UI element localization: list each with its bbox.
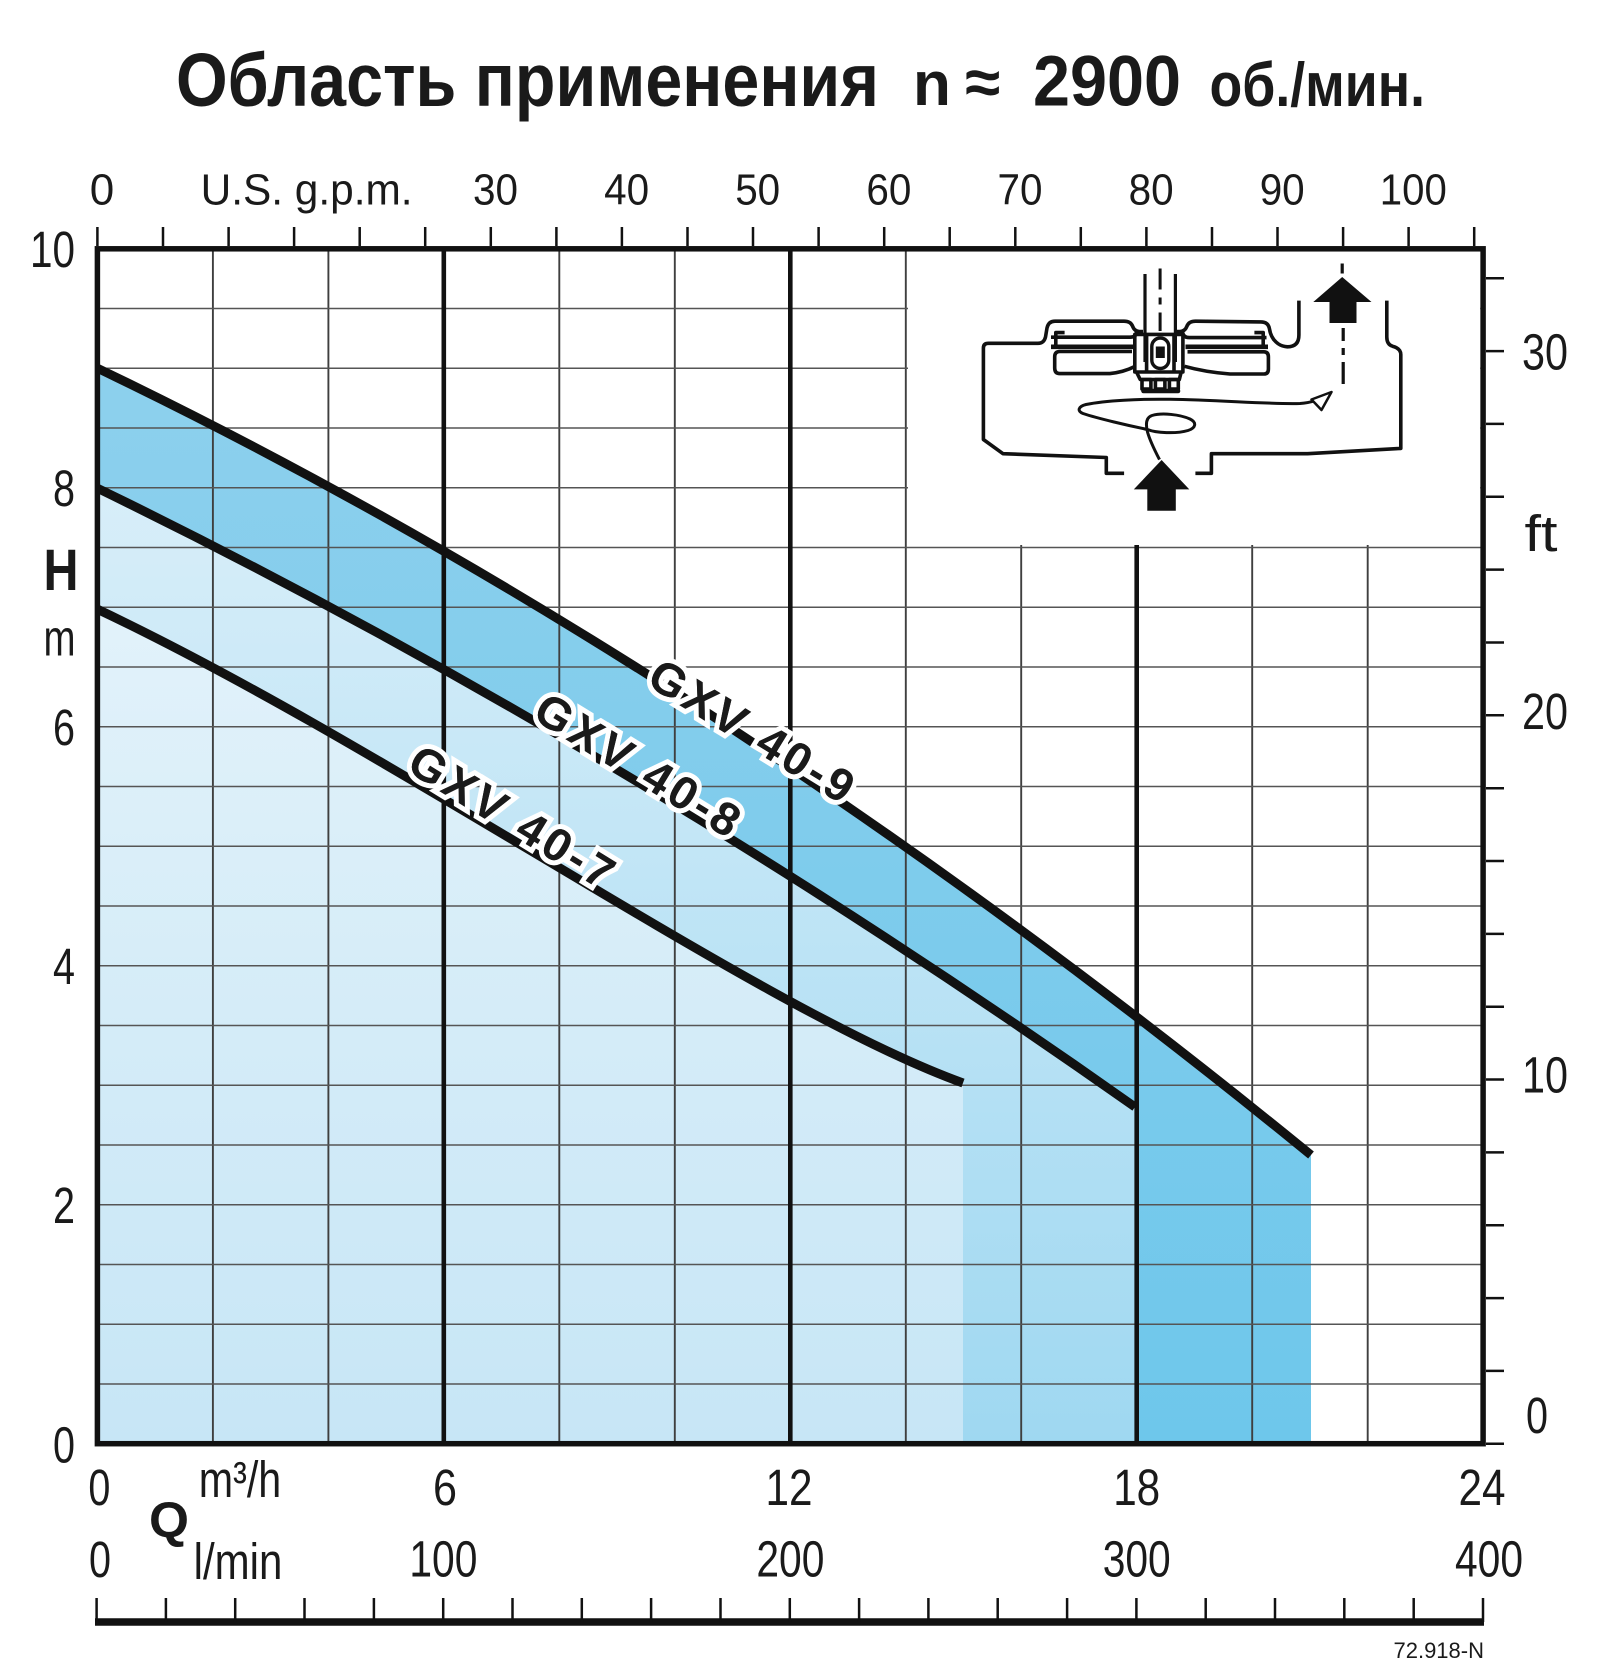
svg-text:m: m <box>44 610 76 667</box>
svg-text:100: 100 <box>409 1531 477 1588</box>
svg-text:60: 60 <box>866 166 911 215</box>
svg-text:100: 100 <box>1380 166 1447 215</box>
svg-text:6: 6 <box>53 699 75 756</box>
svg-text:72.918-N: 72.918-N <box>1393 1638 1484 1663</box>
svg-text:90: 90 <box>1260 166 1305 215</box>
svg-text:10: 10 <box>1522 1047 1568 1104</box>
svg-text:24: 24 <box>1459 1459 1506 1516</box>
svg-text:200: 200 <box>756 1531 824 1588</box>
svg-text:70: 70 <box>998 166 1043 215</box>
svg-text:400: 400 <box>1455 1531 1523 1588</box>
svg-text:m³/h: m³/h <box>199 1451 282 1508</box>
svg-text:2900: 2900 <box>1033 43 1181 122</box>
svg-text:U.S. g.p.m.: U.S. g.p.m. <box>201 166 413 215</box>
svg-text:2: 2 <box>53 1177 75 1234</box>
svg-text:ft: ft <box>1525 505 1558 562</box>
svg-text:об./мин.: об./мин. <box>1210 51 1426 120</box>
svg-text:18: 18 <box>1113 1459 1160 1516</box>
svg-text:8: 8 <box>53 460 75 517</box>
svg-text:≈: ≈ <box>965 46 1000 118</box>
svg-text:6: 6 <box>433 1459 457 1516</box>
svg-text:0: 0 <box>1526 1387 1548 1444</box>
svg-text:n: n <box>913 50 951 119</box>
svg-text:10: 10 <box>30 221 75 278</box>
svg-text:12: 12 <box>766 1459 813 1516</box>
svg-text:50: 50 <box>735 166 780 215</box>
svg-text:0: 0 <box>53 1416 75 1473</box>
svg-text:0: 0 <box>90 166 114 215</box>
svg-text:0: 0 <box>88 1459 110 1516</box>
svg-text:Q: Q <box>149 1492 189 1548</box>
svg-text:Область применения: Область применения <box>176 38 879 122</box>
svg-text:l/min: l/min <box>194 1533 283 1590</box>
svg-text:40: 40 <box>604 166 649 215</box>
svg-text:300: 300 <box>1103 1531 1171 1588</box>
svg-text:H: H <box>44 538 79 603</box>
svg-text:4: 4 <box>53 938 75 995</box>
svg-text:30: 30 <box>1522 324 1568 381</box>
svg-text:20: 20 <box>1522 683 1568 740</box>
svg-text:80: 80 <box>1129 166 1174 215</box>
svg-text:30: 30 <box>473 166 518 215</box>
svg-text:0: 0 <box>89 1531 111 1588</box>
